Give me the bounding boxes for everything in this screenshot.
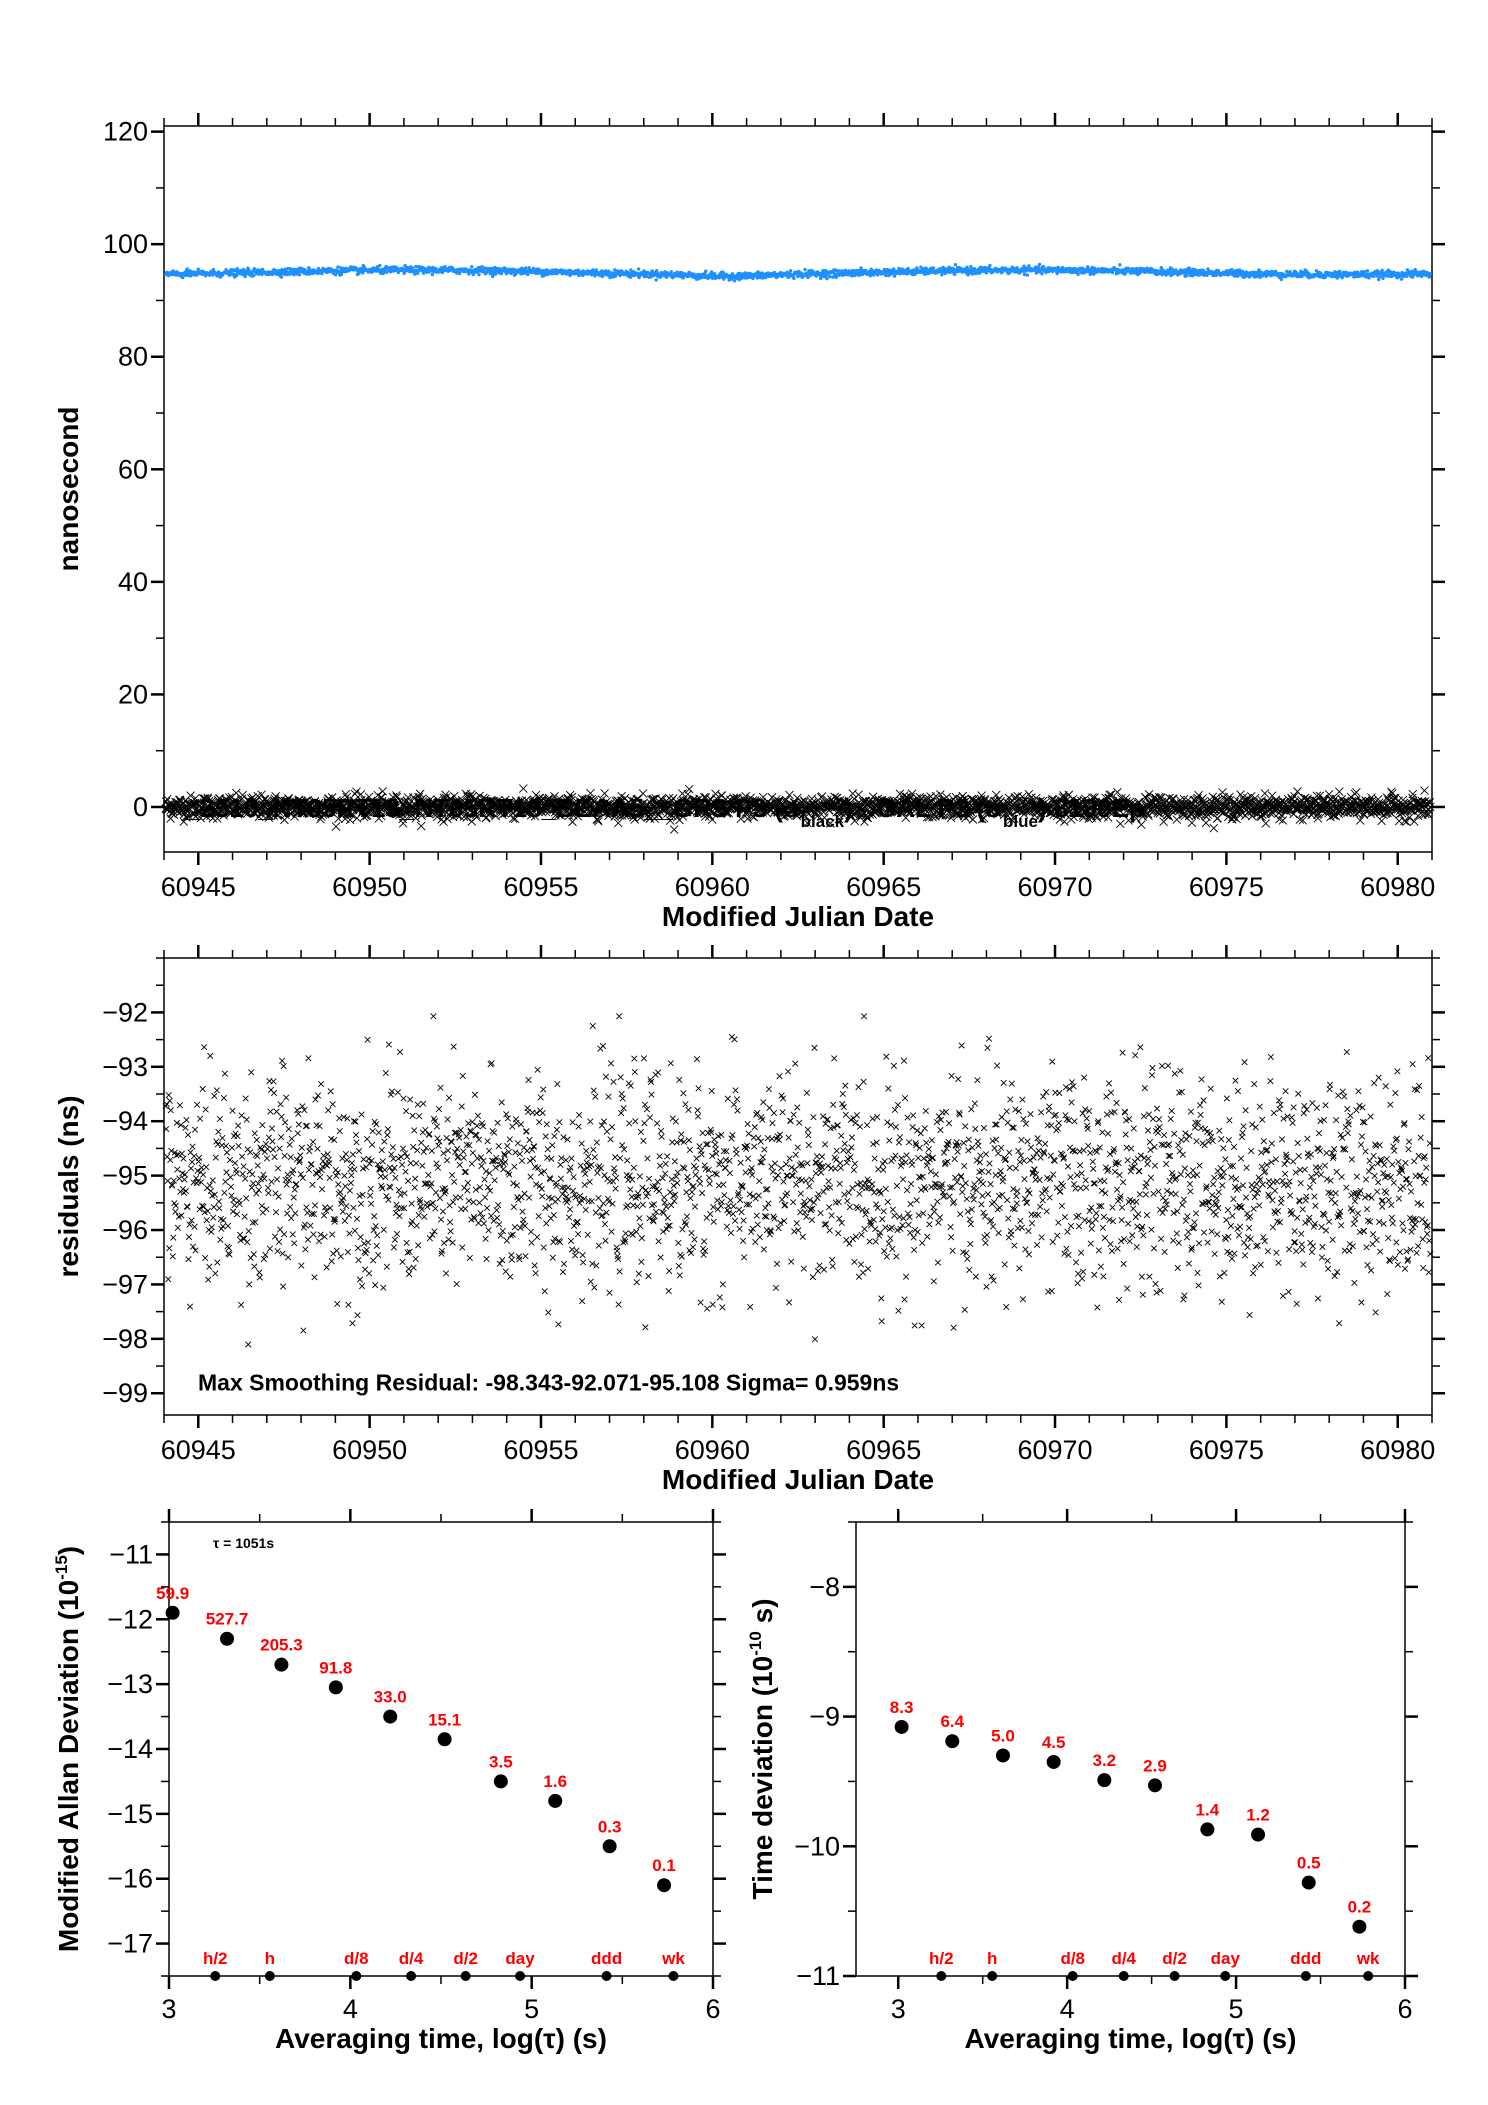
x-axis-title: Modified Julian Date: [662, 901, 934, 932]
black-series-point: [251, 796, 261, 806]
blue-series-point: [1037, 262, 1042, 267]
blue-series-point: [924, 267, 929, 271]
x-tick-label: 60960: [675, 872, 750, 902]
blue-series-point: [825, 276, 829, 281]
blue-series-point: [524, 266, 528, 270]
blue-series-point: [457, 271, 462, 276]
y-tick-label: 100: [103, 229, 148, 259]
black-series-point: [341, 790, 351, 799]
blue-series-point: [181, 275, 185, 280]
blue-series-point: [1025, 273, 1030, 277]
x-tick-label: 60955: [503, 872, 578, 902]
blue-series-point: [297, 272, 302, 277]
blue-series-point: [953, 263, 958, 267]
blue-series-point: [940, 273, 944, 277]
blue-series-point: [477, 272, 481, 277]
blue-series-point: [378, 263, 382, 268]
overlay-label-end: ) 8190Ep: [1038, 793, 1145, 823]
blue-series-point: [490, 274, 495, 279]
black-series-point: [271, 792, 280, 801]
black-series-point: [178, 804, 188, 814]
blue-series-point: [654, 278, 658, 282]
blue-series-point: [788, 269, 793, 273]
black-series-point: [264, 813, 274, 822]
blue-series-point: [970, 272, 975, 276]
blue-series-point: [336, 265, 340, 269]
blue-series-point: [1184, 274, 1189, 278]
blue-series-point: [859, 266, 863, 270]
blue-series-point: [1235, 274, 1240, 278]
blue-series-point: [931, 266, 936, 270]
blue-series-point: [288, 272, 292, 276]
blue-series-point: [279, 275, 284, 279]
blue-series-point: [414, 264, 418, 269]
black-series-point: [189, 810, 198, 819]
black-series-point: [181, 804, 191, 814]
blue-series-point: [721, 271, 726, 276]
plot-frame: [163, 125, 1433, 853]
black-series-point: [237, 794, 247, 803]
blue-series-point: [196, 267, 201, 272]
black-series-point: [196, 813, 206, 823]
black-series-point: [216, 806, 226, 816]
y-tick-label: 40: [118, 567, 148, 597]
x-tick-label: 60975: [1189, 872, 1264, 902]
blue-series-point: [1187, 266, 1192, 271]
blue-series-point: [1022, 272, 1027, 277]
black-series-point: [316, 814, 325, 824]
blue-series-point: [828, 274, 832, 279]
blue-series-point: [834, 275, 838, 280]
overlay-label-mid: ) - GAL P3 (σ: [844, 793, 1003, 823]
blue-series-point: [1040, 272, 1044, 276]
x-tick-label: 60945: [161, 872, 236, 902]
blue-series-point: [470, 265, 474, 269]
blue-series-point: [430, 272, 435, 277]
black-series-point: [184, 811, 194, 821]
x-tick-label: 60970: [1017, 872, 1092, 902]
blue-series-point: [252, 273, 256, 278]
x-tick-label: 60980: [1360, 872, 1435, 902]
black-series-point: [254, 804, 263, 814]
blue-series-point: [803, 267, 807, 272]
black-series-point: [186, 791, 195, 800]
y-tick-label: 60: [118, 454, 148, 484]
overlay-label-sub2: blue: [1003, 812, 1038, 831]
blue-series-point: [892, 274, 897, 278]
y-tick-label: 20: [118, 679, 148, 709]
black-series-point: [191, 794, 200, 803]
black-series-point: [219, 811, 228, 820]
overlay-label-sub1: black: [801, 812, 845, 831]
overlay-label-main: _2510_NT05RT13_NT05RT13_BEAA5__GPS P3 (σ: [185, 793, 801, 823]
black-series-point: [327, 793, 337, 802]
blue-series-point: [882, 267, 887, 272]
blue-series-point: [884, 273, 888, 278]
black-series-point: [324, 794, 334, 803]
time-offset-plot: 60945 60950 60955 60960 60965 60970 60975 60980…: [53, 113, 1445, 932]
blue-series-point: [413, 272, 417, 276]
y-tick-label: 80: [118, 342, 148, 372]
blue-series-point: [792, 276, 796, 281]
blue-series-point: [669, 270, 673, 274]
y-tick-label: 120: [103, 117, 148, 147]
blue-series-point: [988, 263, 992, 268]
x-tick-label: 60965: [846, 872, 921, 902]
black-series-point: [320, 809, 330, 819]
y-tick-label: 0: [133, 792, 148, 822]
blue-series-point: [1076, 272, 1080, 276]
blue-series-point: [1041, 265, 1046, 269]
black-series-point: [250, 797, 260, 807]
blue-series-point: [644, 274, 649, 279]
blue-series-point: [1118, 263, 1122, 267]
x-tick-label: 60950: [332, 872, 407, 902]
y-axis-title: nanosecond: [53, 407, 84, 572]
blue-series-point: [704, 269, 708, 273]
black-series-point: [331, 822, 341, 831]
blue-series-point: [576, 268, 581, 272]
black-series-point: [225, 793, 234, 802]
blue-series-point: [410, 266, 415, 270]
blue-series-point: [636, 267, 641, 271]
